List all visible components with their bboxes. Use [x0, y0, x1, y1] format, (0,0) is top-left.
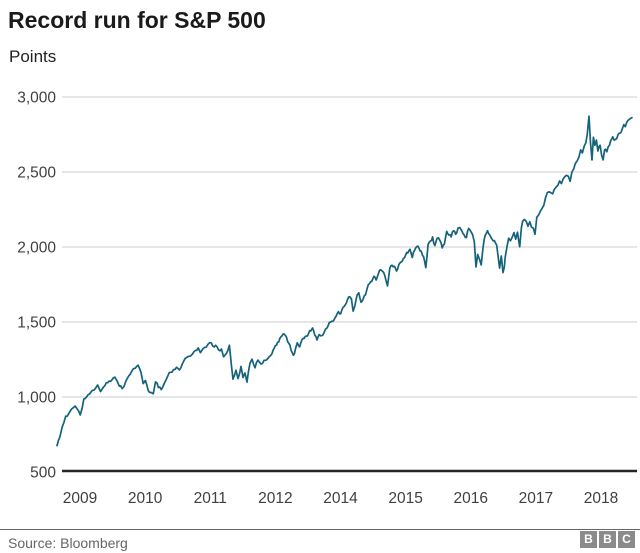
chart-title: Record run for S&P 500 — [8, 7, 266, 33]
bbc-logo: B B C — [580, 531, 635, 548]
y-axis-tick-label: 1,500 — [17, 315, 56, 332]
y-axis-tick-label: 1,000 — [17, 390, 56, 407]
y-axis-tick-label: 500 — [30, 465, 56, 482]
x-axis-tick-label: 2009 — [63, 490, 97, 507]
bbc-logo-letter-b1: B — [580, 531, 597, 548]
source-attribution: Source: Bloomberg — [8, 535, 128, 551]
x-axis-tick-label: 2010 — [128, 490, 163, 507]
x-axis-tick-label: 2014 — [323, 490, 358, 507]
y-axis-tick-label: 2,000 — [17, 240, 56, 257]
x-axis-tick-label: 2016 — [454, 490, 488, 507]
x-axis-tick-label: 2015 — [388, 490, 422, 507]
x-axis-tick-label: 2018 — [584, 490, 618, 507]
x-axis-tick-label: 2011 — [194, 490, 227, 507]
sp500-series-line — [56, 115, 633, 447]
bbc-logo-letter-b2: B — [599, 531, 616, 548]
chart-unit-label: Points — [9, 47, 57, 66]
bbc-logo-letter-c: C — [618, 531, 635, 548]
footer-divider — [0, 529, 640, 530]
x-axis-tick-label: 2012 — [258, 490, 292, 507]
x-axis-tick-label: 2017 — [519, 490, 553, 507]
y-axis-tick-label: 2,500 — [17, 165, 56, 182]
y-axis-tick-label: 3,000 — [17, 90, 56, 107]
sp500-line-chart: 3,000 2,500 2,000 1,500 1,000 500 2009 2010 2011… — [17, 90, 637, 507]
